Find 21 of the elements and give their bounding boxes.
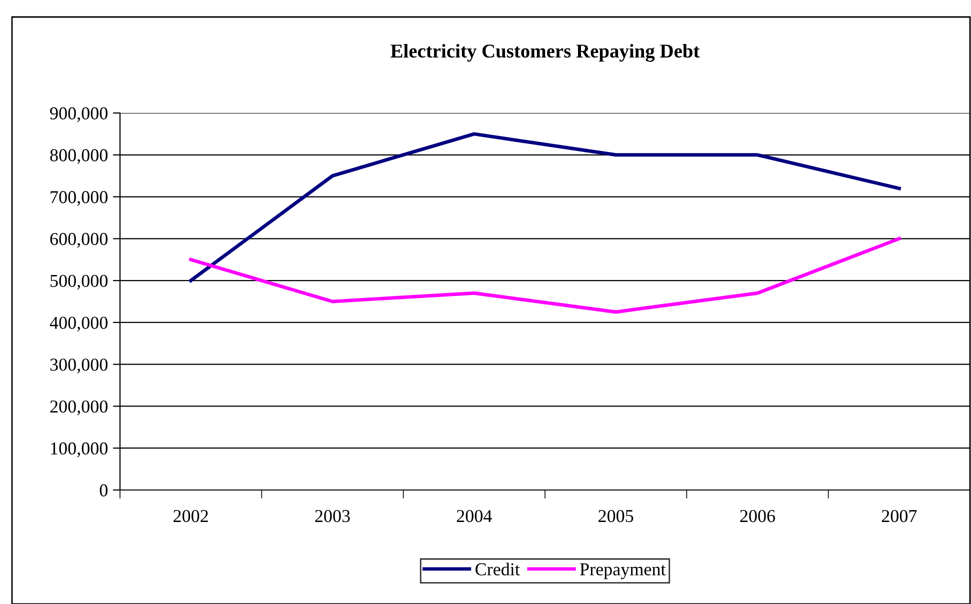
line-series	[189, 236, 901, 314]
x-tick-label: 2002	[174, 510, 208, 522]
chart-title: Electricity Customers Repaying Debt	[390, 44, 700, 62]
x-tick-label: 2004	[456, 510, 492, 522]
y-tick-label: 600,000	[50, 232, 108, 248]
legend-label: Credit	[476, 562, 520, 576]
line-series	[189, 132, 901, 282]
y-tick-label: 300,000	[50, 358, 108, 374]
x-tick-label: 2003	[315, 510, 350, 522]
y-tick-label: 400,000	[50, 316, 108, 332]
x-tick-label: 2005	[598, 510, 634, 522]
legend-label: Prepayment	[580, 563, 666, 580]
y-tick-label: 200,000	[50, 400, 108, 416]
y-tick-label: 0	[100, 484, 108, 496]
y-tick-label: 900,000	[50, 107, 108, 122]
x-tick-label: 2007	[882, 510, 917, 522]
y-tick-label: 100,000	[51, 442, 108, 458]
y-tick-label: 700,000	[50, 191, 108, 206]
x-tick-label: 2006	[740, 510, 776, 522]
y-tick-label: 800,000	[50, 149, 108, 164]
y-tick-label: 500,000	[50, 274, 108, 290]
